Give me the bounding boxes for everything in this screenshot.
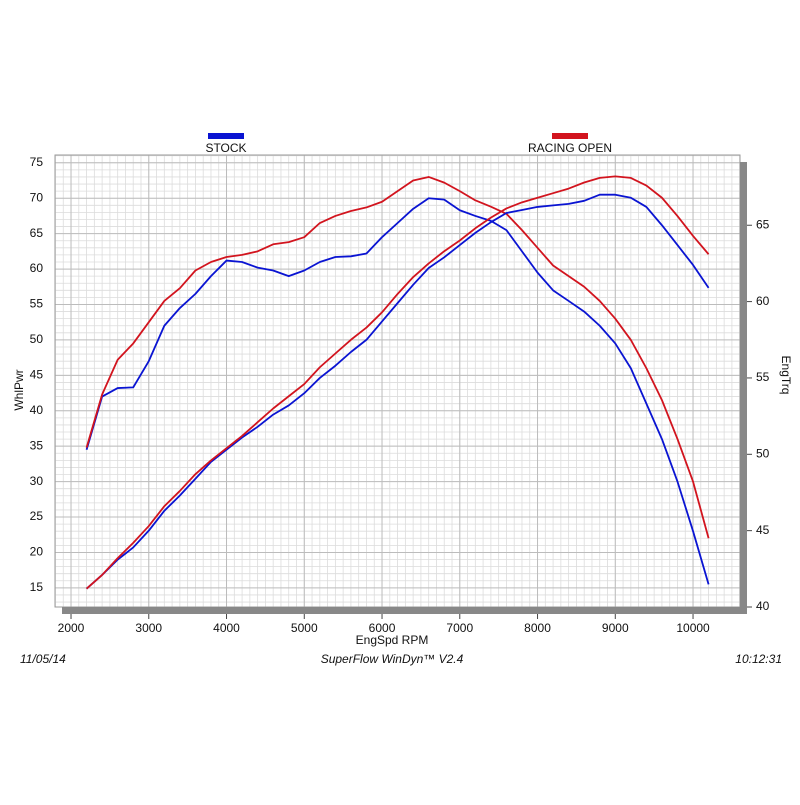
bottom-bar xyxy=(62,607,747,614)
y2-axis-title: EngTrq xyxy=(779,356,793,395)
y2-tick-label: 40 xyxy=(756,599,770,613)
x-tick-label: 2000 xyxy=(58,621,85,635)
x-axis-title: EngSpd RPM xyxy=(356,633,429,647)
y-tick-label: 55 xyxy=(30,297,44,311)
y-tick-label: 20 xyxy=(30,545,44,559)
y-tick-label: 30 xyxy=(30,474,44,488)
x-tick-label: 10000 xyxy=(676,621,710,635)
footer-time: 10:12:31 xyxy=(735,652,782,666)
x-tick-label: 7000 xyxy=(446,621,473,635)
y-tick-label: 50 xyxy=(30,332,44,346)
y-tick-label: 15 xyxy=(30,580,44,594)
footer-date: 11/05/14 xyxy=(20,652,66,666)
y-tick-label: 40 xyxy=(30,403,44,417)
series-line xyxy=(85,176,710,539)
y2-tick-label: 45 xyxy=(756,523,770,537)
x-tick-label: 3000 xyxy=(135,621,162,635)
footer-software: SuperFlow WinDyn™ V2.4 xyxy=(321,652,464,666)
series-line xyxy=(85,193,710,590)
y-tick-label: 65 xyxy=(30,226,44,240)
y2-tick-label: 50 xyxy=(756,446,770,460)
series-line xyxy=(85,175,710,590)
y2-tick-label: 60 xyxy=(756,294,770,308)
legend-swatch xyxy=(208,133,244,139)
y-tick-label: 70 xyxy=(30,190,44,204)
legend-label: RACING OPEN xyxy=(528,141,612,155)
legend-label: STOCK xyxy=(205,141,246,155)
lines xyxy=(85,175,710,590)
grid xyxy=(55,155,741,607)
y-tick-label: 45 xyxy=(30,368,44,382)
y-tick-label: 60 xyxy=(30,261,44,275)
x-tick-label: 8000 xyxy=(524,621,551,635)
x-tick-label: 4000 xyxy=(213,621,240,635)
x-tick-label: 5000 xyxy=(291,621,318,635)
y-tick-label: 75 xyxy=(30,155,44,169)
series-line xyxy=(85,197,710,585)
y2-tick-label: 55 xyxy=(756,370,770,384)
y2-tick-label: 65 xyxy=(756,217,770,231)
y-tick-label: 35 xyxy=(30,438,44,452)
y-tick-label: 25 xyxy=(30,509,44,523)
right-bar xyxy=(740,162,747,614)
y-axis-title: WhlPwr xyxy=(12,369,26,410)
x-tick-label: 9000 xyxy=(602,621,629,635)
x-tick-label: 6000 xyxy=(369,621,396,635)
legend-swatch xyxy=(552,133,588,139)
